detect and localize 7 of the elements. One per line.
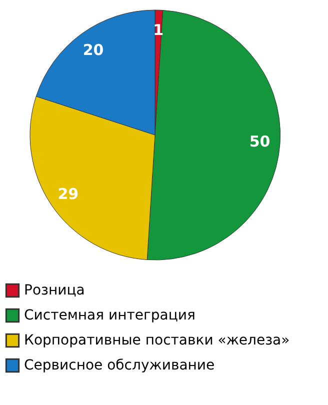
legend-label: Розница bbox=[24, 282, 85, 298]
data-label: 20 bbox=[82, 41, 104, 60]
legend-label: Корпоративные поставки «железа» bbox=[24, 332, 290, 348]
legend-label: Сервисное обслуживание bbox=[24, 358, 215, 374]
data-label: 50 bbox=[249, 132, 270, 151]
legend-label: Системная интеграция bbox=[24, 308, 196, 324]
data-label: 29 bbox=[58, 185, 79, 204]
